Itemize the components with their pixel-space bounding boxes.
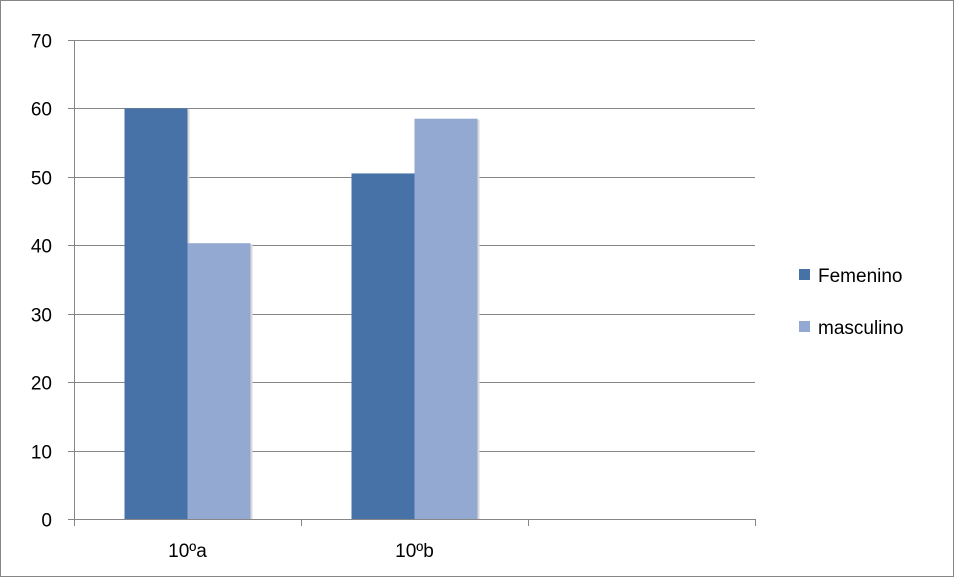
bars [124, 108, 480, 520]
y-tick-label: 0 [41, 511, 52, 532]
legend: Femenino masculino [799, 266, 904, 339]
legend-label: Femenino [818, 266, 903, 287]
y-tick-label: 70 [31, 32, 52, 53]
x-tick-label: 10ºa [168, 541, 207, 562]
y-tick-label: 50 [31, 169, 52, 190]
x-tick-label: 10ºb [395, 541, 434, 562]
legend-swatch [799, 321, 810, 332]
bar-femenino [351, 173, 415, 519]
legend-swatch [799, 269, 810, 280]
legend-label: masculino [818, 318, 904, 339]
y-tick-label: 40 [31, 237, 52, 258]
y-tick-label: 10 [31, 443, 52, 464]
y-tick-label: 60 [31, 100, 52, 121]
y-tick-label: 30 [31, 306, 52, 327]
bar-masculino [414, 118, 478, 519]
bar-femenino [124, 108, 188, 519]
bar-masculino [187, 243, 251, 520]
axes: 0 10 20 30 40 50 60 70 10ºa 10ºb [31, 32, 756, 562]
y-tick-label: 20 [31, 374, 52, 395]
